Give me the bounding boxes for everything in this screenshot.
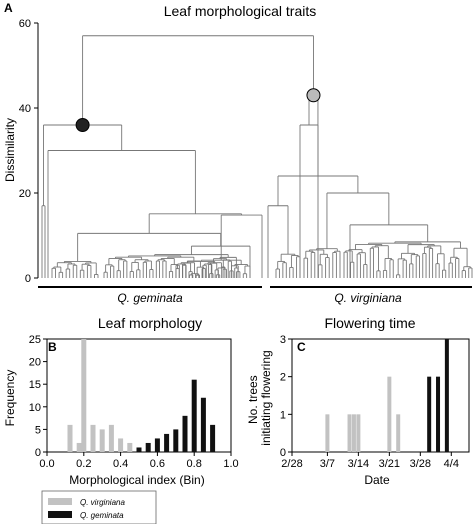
flowering-x-tick-label: 2/28	[281, 458, 302, 470]
histogram-y-tick-label: 15	[29, 379, 41, 391]
histogram-y-label: Frequency	[3, 370, 17, 427]
histogram-x-tick-label: 0.2	[76, 458, 91, 470]
dendrogram-panel: A Leaf morphological traits Dissimilarit…	[3, 1, 473, 305]
flowering-x-tick-label: 3/14	[348, 458, 369, 470]
virginiana-flowering-bar	[396, 414, 401, 452]
geminata-node-marker	[75, 118, 90, 132]
legend-label-geminata: Q. geminata	[80, 511, 124, 520]
flowering-y-tick-label: 2	[280, 372, 286, 384]
flowering-x-tick-label: 3/7	[320, 458, 335, 470]
geminata-bar	[136, 447, 142, 452]
dendrogram-y-tick-label: 40	[19, 103, 31, 115]
flowering-x-tick-label: 3/28	[410, 458, 431, 470]
histogram-y-tick-label: 25	[29, 334, 41, 346]
histogram-title: Leaf morphology	[98, 315, 202, 331]
flowering-y-tick-label: 1	[280, 409, 286, 421]
flowering-bars	[325, 339, 449, 452]
virginiana-flowering-bar	[347, 414, 352, 452]
group-label-virginiana: Q. virginiana	[334, 291, 402, 305]
legend-swatch-virginiana	[48, 498, 72, 505]
dendrogram-y-label: Dissimilarity	[3, 118, 17, 182]
group-label-geminata: Q. geminata	[117, 291, 183, 305]
virginiana-bar	[76, 442, 82, 452]
histogram-x-tick-label: 1.0	[223, 458, 238, 470]
histogram-bars	[67, 339, 216, 452]
virginiana-bar	[90, 424, 96, 452]
panel-label-b: B	[48, 340, 57, 354]
histogram-x-label: Morphological index (Bin)	[69, 473, 204, 487]
virginiana-bar	[67, 424, 73, 452]
panel-label-a: A	[4, 1, 13, 15]
dendrogram-y-tick-label: 0	[25, 273, 31, 285]
histogram-panel: Leaf morphology B Frequency Morphologica…	[3, 315, 239, 487]
legend-box	[41, 490, 157, 524]
flowering-y-label-line1: No. trees	[246, 375, 260, 424]
flowering-x-tick-label: 3/21	[379, 458, 400, 470]
flowering-x-tick-label: 4/4	[444, 458, 459, 470]
dendrogram-title: Leaf morphological traits	[164, 3, 317, 19]
geminata-bar	[182, 415, 188, 452]
virginiana-node-marker	[306, 88, 321, 103]
flowering-y-label-line2: initiating flowering	[259, 350, 273, 445]
flowering-panel: Flowering time C No. trees initiating fl…	[246, 315, 470, 487]
flowering-title: Flowering time	[324, 315, 415, 331]
geminata-bar	[200, 397, 206, 452]
histogram-x-tick-label: 0.0	[39, 458, 54, 470]
geminata-bar	[154, 438, 160, 452]
geminata-flowering-bar	[436, 376, 441, 452]
geminata-bar	[145, 442, 151, 452]
dendrogram-tree	[41, 35, 473, 278]
histogram-y-tick-label: 10	[29, 402, 41, 414]
geminata-bar	[164, 433, 170, 452]
geminata-flowering-bar	[427, 376, 432, 452]
geminata-bar	[191, 379, 197, 452]
histogram-y-tick-label: 5	[35, 424, 41, 436]
histogram-y-tick-label: 0	[35, 447, 41, 459]
flowering-y-label: No. trees initiating flowering	[246, 350, 273, 445]
flowering-y-tick-label: 3	[280, 334, 286, 346]
flowering-axes: 0 1 2 3 2/28 3/7 3/14 3/21 3/28 4/4	[280, 334, 470, 470]
virginiana-bar	[99, 429, 105, 452]
panel-label-c: C	[297, 340, 306, 354]
flowering-y-tick-label: 0	[280, 447, 286, 459]
histogram-y-tick-label: 20	[29, 357, 41, 369]
geminata-flowering-bar	[444, 339, 449, 452]
histogram-x-tick-label: 0.8	[187, 458, 202, 470]
histogram-x-tick-label: 0.4	[113, 458, 128, 470]
histogram-x-tick-label: 0.6	[150, 458, 165, 470]
histogram-axes: 0 5 10 15 20 25 0.0 0.2 0.4 0.6 0.8 1.0	[29, 334, 239, 470]
geminata-bar	[173, 429, 179, 452]
legend-swatch-geminata	[48, 511, 72, 518]
virginiana-flowering-bar	[325, 414, 330, 452]
dendrogram-y-ticks: 0 20 40 60	[19, 18, 39, 285]
geminata-bar	[210, 424, 216, 452]
legend: Q. virginiana Q. geminata	[41, 490, 157, 524]
virginiana-flowering-bar	[356, 414, 361, 452]
virginiana-bar	[127, 442, 133, 452]
virginiana-flowering-bar	[387, 376, 392, 452]
virginiana-bar	[118, 438, 124, 452]
dendrogram-y-tick-label: 60	[19, 18, 31, 30]
flowering-frame	[291, 338, 470, 453]
virginiana-bar	[108, 424, 114, 452]
virginiana-flowering-bar	[351, 414, 356, 452]
virginiana-bar	[81, 339, 87, 452]
legend-label-virginiana: Q. virginiana	[80, 498, 125, 507]
dendrogram-y-tick-label: 20	[19, 188, 31, 200]
flowering-x-label: Date	[364, 473, 390, 487]
